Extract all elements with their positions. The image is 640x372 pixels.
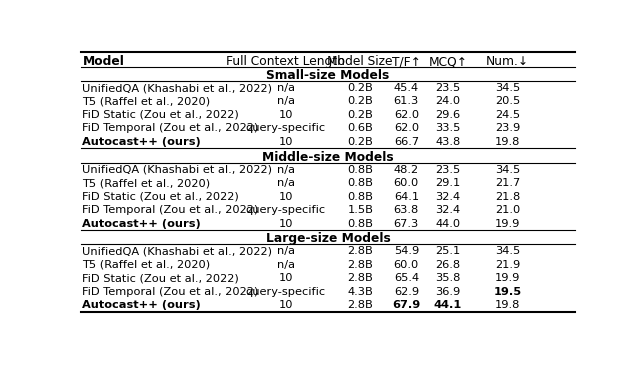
Text: 34.5: 34.5 xyxy=(495,165,520,175)
Text: 64.1: 64.1 xyxy=(394,192,419,202)
Text: 0.8B: 0.8B xyxy=(348,165,373,175)
Text: 19.9: 19.9 xyxy=(495,273,520,283)
Text: 62.0: 62.0 xyxy=(394,110,419,120)
Text: T5 (Raffel et al., 2020): T5 (Raffel et al., 2020) xyxy=(83,96,211,106)
Text: 48.2: 48.2 xyxy=(394,165,419,175)
Text: 10: 10 xyxy=(278,273,293,283)
Text: 66.7: 66.7 xyxy=(394,137,419,147)
Text: 21.0: 21.0 xyxy=(495,205,520,215)
Text: FiD Temporal (Zou et al., 2022): FiD Temporal (Zou et al., 2022) xyxy=(83,124,259,134)
Text: 19.8: 19.8 xyxy=(495,300,520,310)
Text: 24.5: 24.5 xyxy=(495,110,520,120)
Text: 0.2B: 0.2B xyxy=(348,137,373,147)
Text: 2.8B: 2.8B xyxy=(348,260,373,270)
Text: 0.8B: 0.8B xyxy=(348,178,373,188)
Text: 54.9: 54.9 xyxy=(394,246,419,256)
Text: 4.3B: 4.3B xyxy=(348,287,373,297)
Text: T/F↑: T/F↑ xyxy=(392,55,421,68)
Text: n/a: n/a xyxy=(277,83,295,93)
Text: 29.1: 29.1 xyxy=(435,178,461,188)
Text: FiD Static (Zou et al., 2022): FiD Static (Zou et al., 2022) xyxy=(83,273,239,283)
Text: 34.5: 34.5 xyxy=(495,246,520,256)
Text: query-specific: query-specific xyxy=(246,287,326,297)
Text: FiD Temporal (Zou et al., 2022): FiD Temporal (Zou et al., 2022) xyxy=(83,287,259,297)
Text: Num.↓: Num.↓ xyxy=(486,55,529,68)
Text: 10: 10 xyxy=(278,300,293,310)
Text: Autocast++ (ours): Autocast++ (ours) xyxy=(83,300,201,310)
Text: FiD Temporal (Zou et al., 2022): FiD Temporal (Zou et al., 2022) xyxy=(83,205,259,215)
Text: 45.4: 45.4 xyxy=(394,83,419,93)
Text: 63.8: 63.8 xyxy=(394,205,419,215)
Text: 61.3: 61.3 xyxy=(394,96,419,106)
Text: 2.8B: 2.8B xyxy=(348,246,373,256)
Text: 26.8: 26.8 xyxy=(435,260,461,270)
Text: T5 (Raffel et al., 2020): T5 (Raffel et al., 2020) xyxy=(83,260,211,270)
Text: FiD Static (Zou et al., 2022): FiD Static (Zou et al., 2022) xyxy=(83,110,239,120)
Text: 36.9: 36.9 xyxy=(435,287,461,297)
Text: 32.4: 32.4 xyxy=(435,192,461,202)
Text: 60.0: 60.0 xyxy=(394,260,419,270)
Text: UnifiedQA (Khashabi et al., 2022): UnifiedQA (Khashabi et al., 2022) xyxy=(83,246,273,256)
Text: 23.5: 23.5 xyxy=(435,165,461,175)
Text: 34.5: 34.5 xyxy=(495,83,520,93)
Text: 0.8B: 0.8B xyxy=(348,218,373,228)
Text: 19.9: 19.9 xyxy=(495,218,520,228)
Text: n/a: n/a xyxy=(277,165,295,175)
Text: n/a: n/a xyxy=(277,178,295,188)
Text: 0.8B: 0.8B xyxy=(348,192,373,202)
Text: 29.6: 29.6 xyxy=(435,110,461,120)
Text: Full Context Length: Full Context Length xyxy=(227,55,345,68)
Text: 0.2B: 0.2B xyxy=(348,96,373,106)
Text: 67.9: 67.9 xyxy=(392,300,420,310)
Text: 65.4: 65.4 xyxy=(394,273,419,283)
Text: UnifiedQA (Khashabi et al., 2022): UnifiedQA (Khashabi et al., 2022) xyxy=(83,165,273,175)
Text: 44.1: 44.1 xyxy=(434,300,462,310)
Text: Autocast++ (ours): Autocast++ (ours) xyxy=(83,137,201,147)
Text: T5 (Raffel et al., 2020): T5 (Raffel et al., 2020) xyxy=(83,178,211,188)
Text: 32.4: 32.4 xyxy=(435,205,461,215)
Text: 21.9: 21.9 xyxy=(495,260,520,270)
Text: Model Size: Model Size xyxy=(328,55,393,68)
Text: n/a: n/a xyxy=(277,260,295,270)
Text: 10: 10 xyxy=(278,137,293,147)
Text: 24.0: 24.0 xyxy=(435,96,461,106)
Text: 23.9: 23.9 xyxy=(495,124,520,134)
Text: n/a: n/a xyxy=(277,96,295,106)
Text: 23.5: 23.5 xyxy=(435,83,461,93)
Text: 21.8: 21.8 xyxy=(495,192,520,202)
Text: 62.9: 62.9 xyxy=(394,287,419,297)
Text: 0.2B: 0.2B xyxy=(348,110,373,120)
Text: 21.7: 21.7 xyxy=(495,178,520,188)
Text: Model: Model xyxy=(83,55,124,68)
Text: 19.8: 19.8 xyxy=(495,137,520,147)
Text: 2.8B: 2.8B xyxy=(348,273,373,283)
Text: 1.5B: 1.5B xyxy=(348,205,373,215)
Text: Autocast++ (ours): Autocast++ (ours) xyxy=(83,218,201,228)
Text: Large-size Models: Large-size Models xyxy=(266,232,390,246)
Text: query-specific: query-specific xyxy=(246,124,326,134)
Text: 0.2B: 0.2B xyxy=(348,83,373,93)
Text: 25.1: 25.1 xyxy=(435,246,461,256)
Text: 35.8: 35.8 xyxy=(435,273,461,283)
Text: 33.5: 33.5 xyxy=(435,124,461,134)
Text: Small-size Models: Small-size Models xyxy=(266,69,390,82)
Text: 62.0: 62.0 xyxy=(394,124,419,134)
Text: Middle-size Models: Middle-size Models xyxy=(262,151,394,164)
Text: 10: 10 xyxy=(278,218,293,228)
Text: 20.5: 20.5 xyxy=(495,96,520,106)
Text: 67.3: 67.3 xyxy=(394,218,419,228)
Text: 0.6B: 0.6B xyxy=(348,124,373,134)
Text: FiD Static (Zou et al., 2022): FiD Static (Zou et al., 2022) xyxy=(83,192,239,202)
Text: query-specific: query-specific xyxy=(246,205,326,215)
Text: 10: 10 xyxy=(278,110,293,120)
Text: MCQ↑: MCQ↑ xyxy=(429,55,468,68)
Text: 60.0: 60.0 xyxy=(394,178,419,188)
Text: UnifiedQA (Khashabi et al., 2022): UnifiedQA (Khashabi et al., 2022) xyxy=(83,83,273,93)
Text: n/a: n/a xyxy=(277,246,295,256)
Text: 2.8B: 2.8B xyxy=(348,300,373,310)
Text: 43.8: 43.8 xyxy=(435,137,461,147)
Text: 19.5: 19.5 xyxy=(493,287,522,297)
Text: 10: 10 xyxy=(278,192,293,202)
Text: 44.0: 44.0 xyxy=(435,218,461,228)
